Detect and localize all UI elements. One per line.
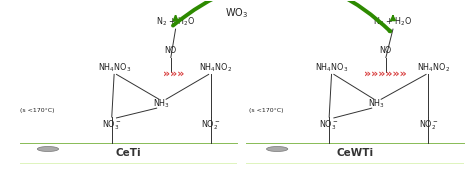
Text: NH$_4$NO$_2$: NH$_4$NO$_2$ (417, 62, 450, 74)
Text: NO: NO (380, 46, 392, 55)
Text: NO$_3^-$: NO$_3^-$ (102, 118, 121, 132)
Text: NO$_3^-$: NO$_3^-$ (319, 118, 339, 132)
Text: NO: NO (164, 46, 177, 55)
Text: NO$_2^-$: NO$_2^-$ (419, 118, 438, 132)
Text: (s <170°C): (s <170°C) (19, 108, 54, 113)
Text: N$_2$ + H$_2$O: N$_2$ + H$_2$O (156, 16, 195, 28)
Text: WO$_3$: WO$_3$ (226, 6, 248, 20)
Text: NH$_4$NO$_3$: NH$_4$NO$_3$ (98, 62, 131, 74)
Text: NH$_3$: NH$_3$ (153, 97, 170, 110)
Ellipse shape (266, 147, 288, 151)
Text: CeTi: CeTi (116, 148, 141, 158)
Text: N$_2$ + H$_2$O: N$_2$ + H$_2$O (373, 16, 413, 28)
FancyArrowPatch shape (173, 0, 390, 31)
Text: (s <170°C): (s <170°C) (249, 108, 283, 113)
Text: NH$_3$: NH$_3$ (368, 97, 385, 110)
Text: »»»»»»: »»»»»» (365, 69, 407, 79)
Text: »»»: »»» (163, 69, 184, 79)
Text: CeWTi: CeWTi (337, 148, 374, 158)
Text: NH$_4$NO$_2$: NH$_4$NO$_2$ (199, 62, 232, 74)
Text: NO$_2^-$: NO$_2^-$ (201, 118, 221, 132)
Text: NH$_4$NO$_3$: NH$_4$NO$_3$ (315, 62, 348, 74)
Ellipse shape (37, 147, 59, 151)
